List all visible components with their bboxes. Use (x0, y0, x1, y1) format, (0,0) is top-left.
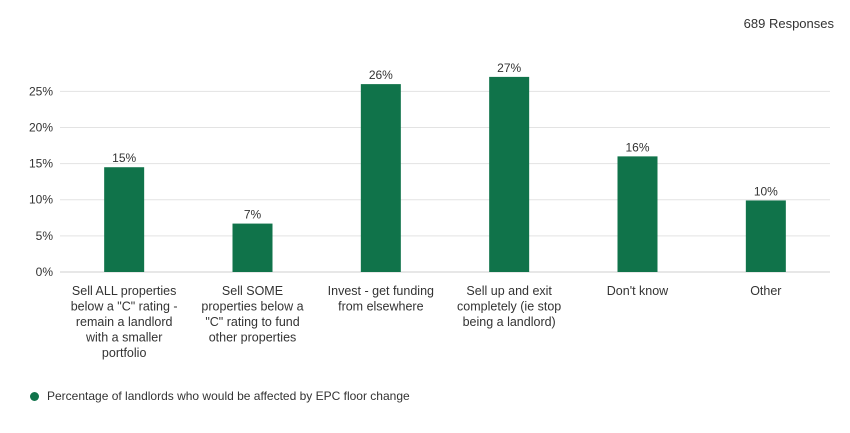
x-category-label: Sell SOME (222, 284, 283, 298)
x-category-label: being a landlord) (463, 315, 556, 329)
bar (104, 167, 145, 272)
x-category-label: with a smaller (85, 331, 162, 345)
legend-label: Percentage of landlords who would be aff… (47, 389, 410, 403)
bar (489, 76, 530, 273)
x-category-label: Sell ALL properties (72, 284, 176, 298)
x-category-label: Sell up and exit (466, 284, 552, 298)
data-label: 16% (625, 140, 649, 154)
data-label: 27% (497, 61, 521, 75)
responses-count: 689 Responses (743, 16, 834, 31)
data-label: 7% (244, 208, 262, 222)
data-label: 26% (369, 68, 393, 82)
x-category-label: properties below a (201, 300, 303, 314)
x-category-label: portfolio (102, 346, 147, 360)
x-category-label: other properties (209, 331, 297, 345)
y-tick-label: 0% (36, 265, 54, 279)
x-category-label: completely (ie stop (457, 300, 561, 314)
y-tick-label: 20% (29, 120, 53, 134)
bar (360, 84, 401, 272)
y-tick-label: 25% (29, 84, 53, 98)
y-tick-label: 5% (36, 229, 54, 243)
x-category-label: Don't know (607, 284, 669, 298)
x-category-label: Invest - get funding (328, 284, 434, 298)
x-category-label: Other (750, 284, 781, 298)
legend: Percentage of landlords who would be aff… (30, 389, 410, 403)
y-tick-label: 10% (29, 193, 53, 207)
data-label: 15% (112, 151, 136, 165)
data-label: 10% (754, 184, 778, 198)
x-category-label: below a "C" rating - (71, 300, 178, 314)
x-category-label: "C" rating to fund (205, 315, 299, 329)
x-category-label: from elsewhere (338, 300, 423, 314)
bar (232, 223, 273, 272)
legend-swatch (30, 391, 39, 401)
bar (617, 156, 658, 272)
bar (745, 200, 786, 272)
x-category-label: remain a landlord (76, 315, 173, 329)
y-tick-label: 15% (29, 157, 53, 171)
